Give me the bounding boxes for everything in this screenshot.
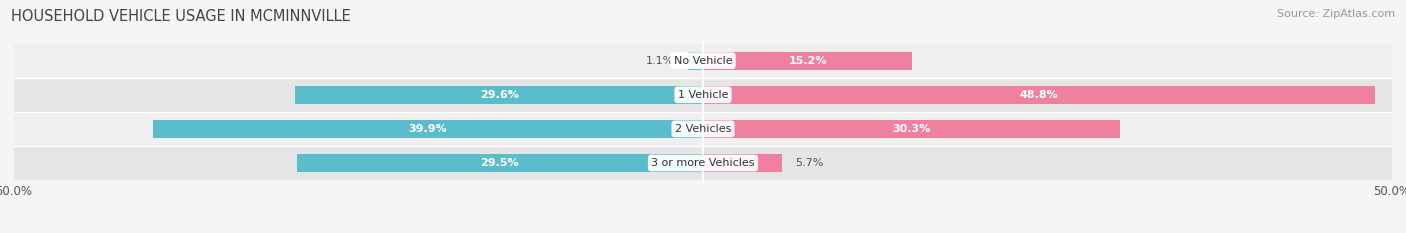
Bar: [153, 120, 703, 138]
Text: 1 Vehicle: 1 Vehicle: [678, 90, 728, 100]
Bar: [703, 86, 1375, 104]
Text: 29.6%: 29.6%: [479, 90, 519, 100]
Text: 48.8%: 48.8%: [1019, 90, 1059, 100]
Text: 5.7%: 5.7%: [796, 158, 824, 168]
Bar: [14, 78, 1392, 112]
Text: HOUSEHOLD VEHICLE USAGE IN MCMINNVILLE: HOUSEHOLD VEHICLE USAGE IN MCMINNVILLE: [11, 9, 352, 24]
Bar: [295, 86, 703, 104]
Bar: [703, 154, 782, 172]
Bar: [688, 52, 703, 70]
Text: 3 or more Vehicles: 3 or more Vehicles: [651, 158, 755, 168]
Bar: [703, 120, 1121, 138]
Text: 1.1%: 1.1%: [645, 56, 673, 66]
Text: Source: ZipAtlas.com: Source: ZipAtlas.com: [1277, 9, 1395, 19]
Text: 30.3%: 30.3%: [893, 124, 931, 134]
Bar: [14, 112, 1392, 146]
Bar: [703, 52, 912, 70]
Text: No Vehicle: No Vehicle: [673, 56, 733, 66]
Text: 15.2%: 15.2%: [789, 56, 827, 66]
Bar: [297, 154, 703, 172]
Text: 39.9%: 39.9%: [409, 124, 447, 134]
Bar: [14, 146, 1392, 180]
Text: 29.5%: 29.5%: [481, 158, 519, 168]
Text: 2 Vehicles: 2 Vehicles: [675, 124, 731, 134]
Bar: [14, 44, 1392, 78]
